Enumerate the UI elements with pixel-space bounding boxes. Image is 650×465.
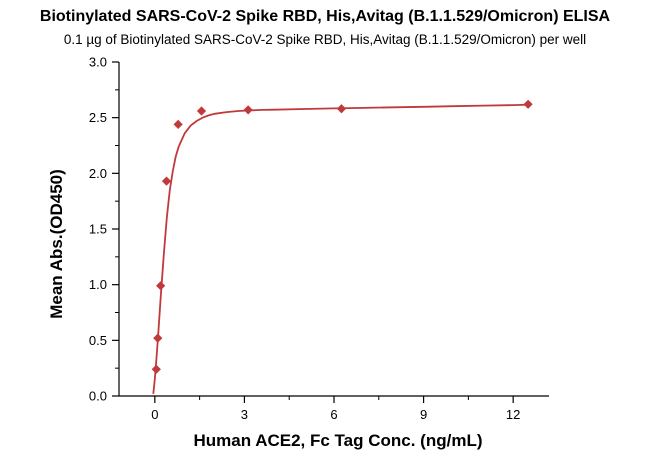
x-axis-title: Human ACE2, Fc Tag Conc. (ng/mL) bbox=[193, 431, 482, 450]
data-points bbox=[151, 99, 533, 374]
tick-labels: 0.0 0.5 1.0 1.5 2.0 2.5 3.0 0 3 6 9 12 bbox=[89, 55, 520, 423]
y-tick-label: 1.0 bbox=[89, 277, 107, 292]
y-tick-label: 0.0 bbox=[89, 389, 107, 404]
data-point bbox=[336, 104, 347, 114]
x-tick-label: 9 bbox=[420, 407, 427, 422]
x-tick-label: 12 bbox=[506, 407, 520, 422]
chart-title: Biotinylated SARS-CoV-2 Spike RBD, His,A… bbox=[39, 8, 611, 25]
y-tick-label: 2.0 bbox=[89, 166, 107, 181]
chart-subtitle: 0.1 µg of Biotinylated SARS-CoV-2 Spike … bbox=[63, 32, 587, 47]
data-point bbox=[523, 99, 533, 109]
x-tick-label: 0 bbox=[151, 407, 158, 422]
y-tick-label: 3.0 bbox=[89, 55, 107, 70]
data-point bbox=[243, 105, 253, 115]
x-tick-label: 6 bbox=[330, 407, 337, 422]
y-tick-label: 2.5 bbox=[89, 110, 107, 125]
data-point bbox=[156, 281, 166, 291]
y-axis-title: Mean Abs.(OD450) bbox=[47, 169, 66, 319]
data-point bbox=[153, 333, 163, 343]
fit-curve bbox=[152, 103, 532, 394]
data-point bbox=[196, 106, 207, 116]
data-point bbox=[161, 176, 172, 186]
x-tick-label: 3 bbox=[241, 407, 248, 422]
y-tick-label: 0.5 bbox=[89, 333, 107, 348]
data-point bbox=[173, 119, 183, 129]
axes bbox=[112, 61, 549, 403]
y-tick-label: 1.5 bbox=[89, 222, 107, 237]
data-point bbox=[151, 364, 161, 374]
